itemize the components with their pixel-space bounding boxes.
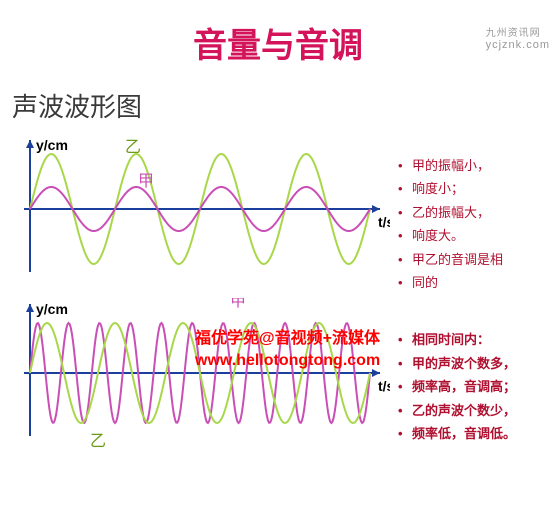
bullet-item: 频率高，音调高； bbox=[398, 375, 516, 398]
chart1-area: y/cm t/s 乙甲 甲的振幅小，响度小；乙的振幅大，响度大。甲乙的音调是相同的 bbox=[0, 134, 556, 294]
bullet-item: 相同时间内： bbox=[398, 328, 516, 351]
bullet-item: 同的 bbox=[398, 271, 503, 294]
bullet-item: 响度小； bbox=[398, 177, 503, 200]
bullet-item: 甲的振幅小， bbox=[398, 154, 503, 177]
bullet-item: 甲乙的音调是相 bbox=[398, 248, 503, 271]
chart2-svg: y/cm t/s 甲乙 bbox=[0, 298, 390, 448]
bullet-item: 频率低，音调低。 bbox=[398, 422, 516, 445]
svg-text:乙: 乙 bbox=[125, 139, 141, 156]
bullet-item: 响度大。 bbox=[398, 224, 503, 247]
chart1-bullets: 甲的振幅小，响度小；乙的振幅大，响度大。甲乙的音调是相同的 bbox=[398, 134, 503, 294]
overlay-line1: 福优学苑@音视频+流媒体 bbox=[195, 328, 380, 350]
chart2-bullets: 相同时间内：甲的声波个数多，频率高，音调高；乙的声波个数少，频率低，音调低。 bbox=[398, 298, 516, 445]
bullet-item: 乙的声波个数少， bbox=[398, 399, 516, 422]
svg-text:y/cm: y/cm bbox=[36, 301, 68, 317]
watermark-cn: 九州资讯网 bbox=[486, 24, 550, 39]
svg-text:t/s: t/s bbox=[378, 378, 390, 394]
overlay-line2: www.hellotongtong.com bbox=[195, 350, 380, 372]
svg-text:甲: 甲 bbox=[230, 298, 246, 310]
svg-text:t/s: t/s bbox=[378, 214, 390, 230]
bullet-item: 乙的振幅大， bbox=[398, 201, 503, 224]
svg-text:y/cm: y/cm bbox=[36, 137, 68, 153]
section-title: 声波波形图 bbox=[12, 87, 556, 124]
svg-text:甲: 甲 bbox=[138, 173, 154, 190]
bullet-item: 甲的声波个数多， bbox=[398, 352, 516, 375]
overlay-watermark: 福优学苑@音视频+流媒体 www.hellotongtong.com bbox=[195, 328, 380, 373]
chart2-area: y/cm t/s 甲乙 相同时间内：甲的声波个数多，频率高，音调高；乙的声波个数少，… bbox=[0, 298, 556, 448]
svg-text:乙: 乙 bbox=[90, 433, 106, 448]
watermark: 九州资讯网 ycjznk.com bbox=[486, 24, 550, 51]
watermark-url: ycjznk.com bbox=[486, 39, 550, 51]
chart1-svg: y/cm t/s 乙甲 bbox=[0, 134, 390, 284]
page-title: 音量与音调 bbox=[0, 18, 556, 67]
